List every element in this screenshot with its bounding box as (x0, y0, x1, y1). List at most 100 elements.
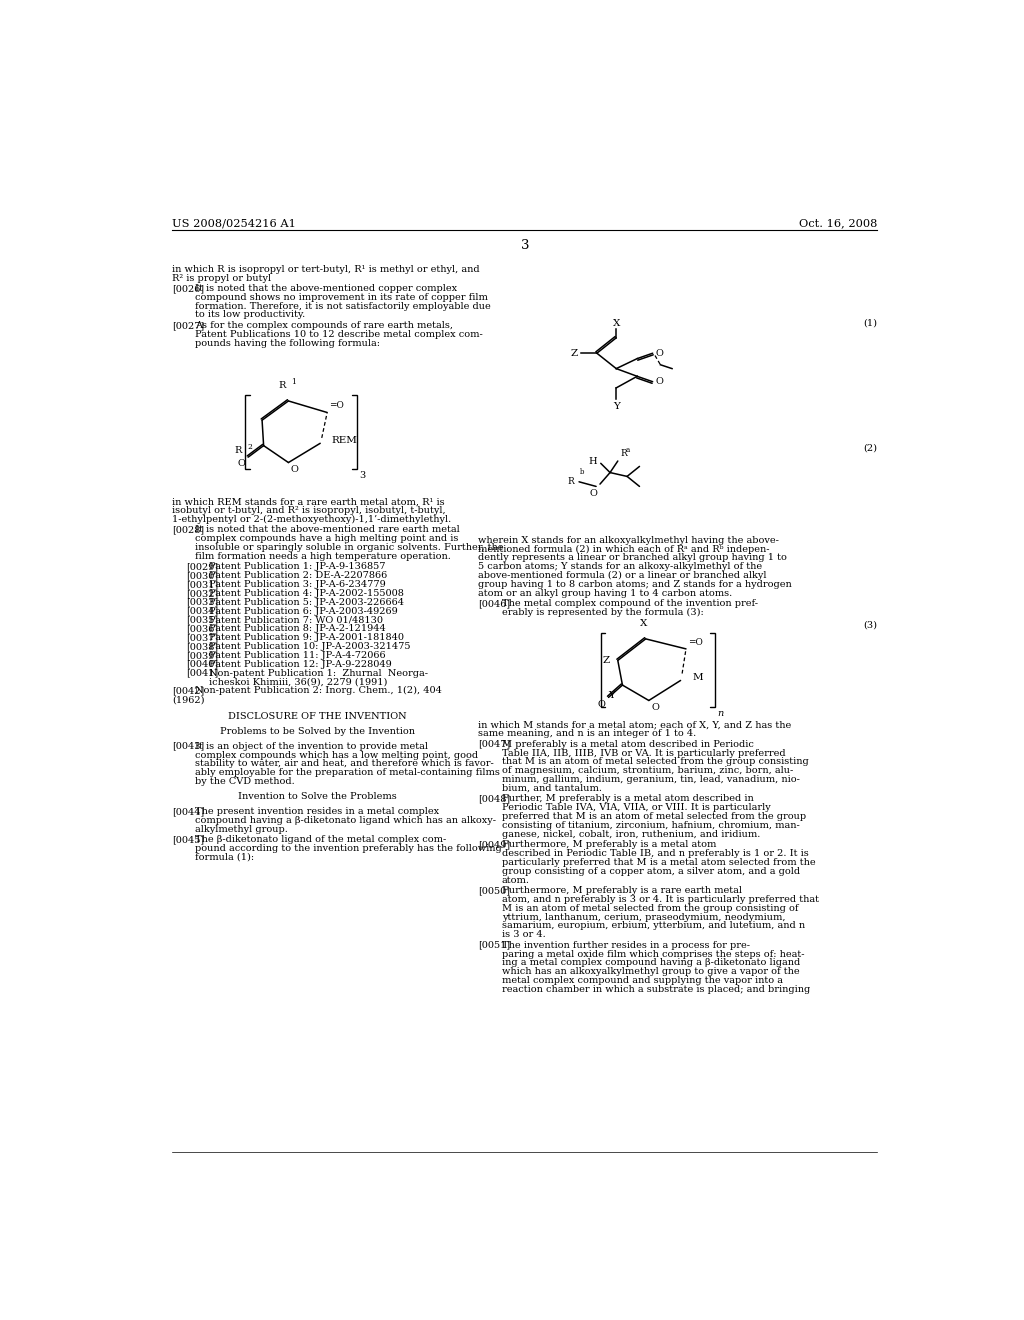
Text: film formation needs a high temperature operation.: film formation needs a high temperature … (196, 552, 452, 561)
Text: O: O (291, 465, 299, 474)
Text: Furthermore, M preferably is a rare earth metal: Furthermore, M preferably is a rare eart… (502, 886, 741, 895)
Text: It is noted that the above-mentioned rare earth metal: It is noted that the above-mentioned rar… (196, 525, 460, 535)
Text: atom, and n preferably is 3 or 4. It is particularly preferred that: atom, and n preferably is 3 or 4. It is … (502, 895, 818, 904)
Text: O: O (590, 490, 598, 499)
Text: compound shows no improvement in its rate of copper film: compound shows no improvement in its rat… (196, 293, 488, 302)
Text: X: X (612, 319, 620, 327)
Text: O: O (655, 378, 664, 387)
Text: Patent Publication 2: DE-A-2207866: Patent Publication 2: DE-A-2207866 (209, 572, 388, 579)
Text: 1-ethylpentyl or 2-(2-methoxyethoxy)-1,1’-dimethylethyl.: 1-ethylpentyl or 2-(2-methoxyethoxy)-1,1… (172, 515, 452, 524)
Text: R: R (567, 477, 574, 486)
Text: =O: =O (688, 639, 703, 647)
Text: Patent Publication 12: JP-A-9-228049: Patent Publication 12: JP-A-9-228049 (209, 660, 392, 669)
Text: of magnesium, calcium, strontium, barium, zinc, born, alu-: of magnesium, calcium, strontium, barium… (502, 767, 793, 775)
Text: [0036]: [0036] (186, 624, 218, 634)
Text: in which R is isopropyl or tert-butyl, R¹ is methyl or ethyl, and: in which R is isopropyl or tert-butyl, R… (172, 264, 480, 273)
Text: Patent Publication 6: JP-A-2003-49269: Patent Publication 6: JP-A-2003-49269 (209, 607, 398, 615)
Text: Further, M preferably is a metal atom described in: Further, M preferably is a metal atom de… (502, 795, 754, 804)
Text: 2: 2 (248, 444, 252, 451)
Text: compound having a β-diketonato ligand which has an alkoxy-: compound having a β-diketonato ligand wh… (196, 816, 497, 825)
Text: [0046]: [0046] (478, 599, 510, 609)
Text: that M is an atom of metal selected from the group consisting: that M is an atom of metal selected from… (502, 758, 808, 767)
Text: yttrium, lanthanum, cerium, praseodymium, neodymium,: yttrium, lanthanum, cerium, praseodymium… (502, 912, 785, 921)
Text: Patent Publication 4: JP-A-2002-155008: Patent Publication 4: JP-A-2002-155008 (209, 589, 404, 598)
Text: Patent Publication 3: JP-A-6-234779: Patent Publication 3: JP-A-6-234779 (209, 579, 386, 589)
Text: O: O (651, 702, 659, 711)
Text: [0047]: [0047] (478, 739, 511, 748)
Text: Patent Publication 10: JP-A-2003-321475: Patent Publication 10: JP-A-2003-321475 (209, 642, 411, 651)
Text: described in Periodic Table IB, and n preferably is 1 or 2. It is: described in Periodic Table IB, and n pr… (502, 849, 808, 858)
Text: Patent Publication 9: JP-A-2001-181840: Patent Publication 9: JP-A-2001-181840 (209, 634, 404, 642)
Text: stability to water, air and heat, and therefore which is favor-: stability to water, air and heat, and th… (196, 759, 495, 768)
Text: R: R (234, 446, 242, 455)
Text: [0028]: [0028] (172, 525, 205, 535)
Text: n: n (717, 709, 723, 718)
Text: It is noted that the above-mentioned copper complex: It is noted that the above-mentioned cop… (196, 284, 458, 293)
Text: reaction chamber in which a substrate is placed; and bringing: reaction chamber in which a substrate is… (502, 985, 810, 994)
Text: ganese, nickel, cobalt, iron, ruthenium, and iridium.: ganese, nickel, cobalt, iron, ruthenium,… (502, 830, 760, 838)
Text: M: M (692, 673, 702, 682)
Text: [0034]: [0034] (186, 607, 218, 615)
Text: a: a (626, 446, 630, 454)
Text: The β-diketonato ligand of the metal complex com-: The β-diketonato ligand of the metal com… (196, 836, 446, 845)
Text: icheskoi Khimiii, 36(9), 2279 (1991): icheskoi Khimiii, 36(9), 2279 (1991) (209, 677, 388, 686)
Text: to its low productivity.: to its low productivity. (196, 310, 306, 319)
Text: [0045]: [0045] (172, 836, 205, 845)
Text: in which M stands for a metal atom; each of X, Y, and Z has the: in which M stands for a metal atom; each… (478, 721, 792, 730)
Text: Z: Z (603, 656, 610, 665)
Text: alkylmethyl group.: alkylmethyl group. (196, 825, 289, 834)
Text: isobutyl or t-butyl, and R² is isopropyl, isobutyl, t-butyl,: isobutyl or t-butyl, and R² is isopropyl… (172, 506, 445, 515)
Text: REM: REM (331, 437, 357, 445)
Text: [0041]: [0041] (186, 668, 218, 677)
Text: is 3 or 4.: is 3 or 4. (502, 931, 546, 940)
Text: [0033]: [0033] (186, 598, 218, 607)
Text: [0031]: [0031] (186, 579, 218, 589)
Text: above-mentioned formula (2) or a linear or branched alkyl: above-mentioned formula (2) or a linear … (478, 572, 767, 581)
Text: pounds having the following formula:: pounds having the following formula: (196, 339, 381, 347)
Text: 3: 3 (359, 471, 366, 480)
Text: preferred that M is an atom of metal selected from the group: preferred that M is an atom of metal sel… (502, 812, 806, 821)
Text: The invention further resides in a process for pre-: The invention further resides in a proce… (502, 941, 750, 949)
Text: R: R (621, 449, 627, 458)
Text: complex compounds have a high melting point and is: complex compounds have a high melting po… (196, 535, 459, 543)
Text: erably is represented by the formula (3):: erably is represented by the formula (3)… (502, 609, 703, 618)
Text: M is an atom of metal selected from the group consisting of: M is an atom of metal selected from the … (502, 904, 798, 912)
Text: M preferably is a metal atom described in Periodic: M preferably is a metal atom described i… (502, 739, 754, 748)
Text: same meaning, and n is an integer of 1 to 4.: same meaning, and n is an integer of 1 t… (478, 730, 696, 738)
Text: wherein X stands for an alkoxyalkylmethyl having the above-: wherein X stands for an alkoxyalkylmethy… (478, 536, 779, 545)
Text: Patent Publication 8: JP-A-2-121944: Patent Publication 8: JP-A-2-121944 (209, 624, 386, 634)
Text: group consisting of a copper atom, a silver atom, and a gold: group consisting of a copper atom, a sil… (502, 867, 800, 875)
Text: [0050]: [0050] (478, 886, 510, 895)
Text: [0044]: [0044] (172, 807, 205, 816)
Text: (2): (2) (863, 444, 878, 453)
Text: Periodic Table IVA, VIA, VIIA, or VIII. It is particularly: Periodic Table IVA, VIA, VIIA, or VIII. … (502, 804, 770, 812)
Text: O: O (598, 700, 605, 709)
Text: [0038]: [0038] (186, 642, 218, 651)
Text: [0029]: [0029] (186, 562, 218, 572)
Text: The present invention resides in a metal complex: The present invention resides in a metal… (196, 807, 439, 816)
Text: (1962): (1962) (172, 696, 205, 704)
Text: H: H (588, 457, 597, 466)
Text: Table IIA, IIB, IIIB, IVB or VA. It is particularly preferred: Table IIA, IIB, IIIB, IVB or VA. It is p… (502, 748, 785, 758)
Text: [0032]: [0032] (186, 589, 218, 598)
Text: [0043]: [0043] (172, 742, 205, 751)
Text: [0030]: [0030] (186, 572, 218, 579)
Text: 1: 1 (291, 379, 296, 387)
Text: US 2008/0254216 A1: US 2008/0254216 A1 (172, 218, 296, 228)
Text: O: O (238, 459, 245, 469)
Text: paring a metal oxide film which comprises the steps of: heat-: paring a metal oxide film which comprise… (502, 949, 804, 958)
Text: Patent Publications 10 to 12 describe metal complex com-: Patent Publications 10 to 12 describe me… (196, 330, 483, 339)
Text: [0049]: [0049] (478, 841, 510, 849)
Text: samarium, europium, erbium, ytterbium, and lutetium, and n: samarium, europium, erbium, ytterbium, a… (502, 921, 805, 931)
Text: The metal complex compound of the invention pref-: The metal complex compound of the invent… (502, 599, 758, 609)
Text: [0037]: [0037] (186, 634, 218, 642)
Text: [0042]: [0042] (172, 686, 205, 696)
Text: Patent Publication 1: JP-A-9-136857: Patent Publication 1: JP-A-9-136857 (209, 562, 386, 572)
Text: [0039]: [0039] (186, 651, 218, 660)
Text: dently represents a linear or branched alkyl group having 1 to: dently represents a linear or branched a… (478, 553, 787, 562)
Text: Problems to be Solved by the Invention: Problems to be Solved by the Invention (219, 726, 415, 735)
Text: As for the complex compounds of rare earth metals,: As for the complex compounds of rare ear… (196, 321, 454, 330)
Text: ably employable for the preparation of metal-containing films: ably employable for the preparation of m… (196, 768, 501, 777)
Text: 3: 3 (520, 239, 529, 252)
Text: pound according to the invention preferably has the following: pound according to the invention prefera… (196, 843, 502, 853)
